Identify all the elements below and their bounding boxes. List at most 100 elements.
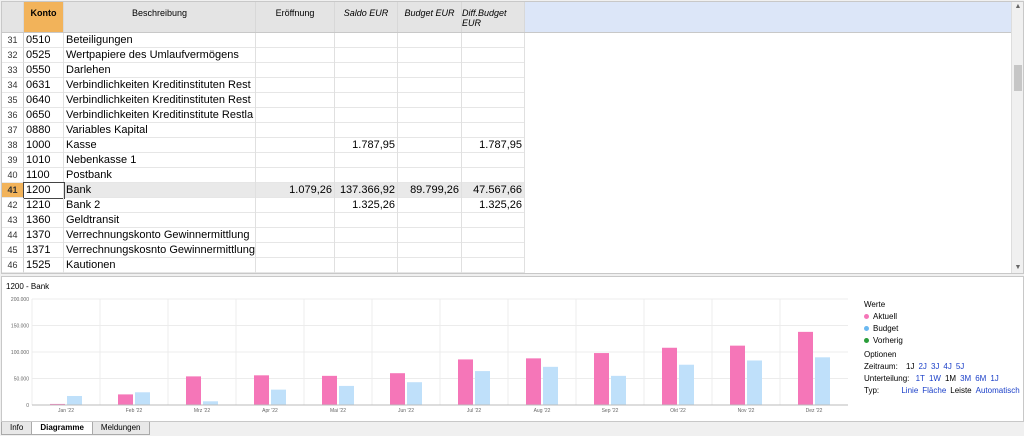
cell-budget[interactable]: 89.799,26 <box>398 183 462 198</box>
cell-budget[interactable] <box>398 153 462 168</box>
cell-budget[interactable] <box>398 138 462 153</box>
row-number[interactable]: 33 <box>2 63 24 78</box>
cell-saldo[interactable]: 1.787,95 <box>335 138 398 153</box>
cell-konto[interactable]: 1525 <box>24 258 64 273</box>
accounts-table[interactable]: Konto Beschreibung Eröffnung Saldo EUR B… <box>1 1 1024 274</box>
cell-besch[interactable]: Verbindlichkeiten Kreditinstituten Rest <box>64 93 256 108</box>
cell-konto[interactable]: 1100 <box>24 168 64 183</box>
cell-saldo[interactable] <box>335 78 398 93</box>
cell-konto[interactable]: 0650 <box>24 108 64 123</box>
option-4j[interactable]: 4J <box>943 362 952 371</box>
table-row[interactable]: 1000 Kasse 1.787,95 1.787,95 <box>24 138 525 153</box>
vertical-scrollbar[interactable]: ▲ ▼ <box>1011 2 1023 273</box>
cell-konto[interactable]: 1010 <box>24 153 64 168</box>
row-number[interactable]: 42 <box>2 198 24 213</box>
table-row[interactable]: 1100 Postbank <box>24 168 525 183</box>
column-header-budget[interactable]: Budget EUR <box>398 2 462 32</box>
row-number[interactable]: 44 <box>2 228 24 243</box>
cell-besch[interactable]: Verbindlichkeiten Kreditinstitute Restla <box>64 108 256 123</box>
bar-budget[interactable] <box>67 395 82 405</box>
scroll-up-icon[interactable]: ▲ <box>1014 3 1022 10</box>
option-1w[interactable]: 1W <box>928 374 941 383</box>
cell-diff[interactable] <box>462 213 525 228</box>
scroll-down-icon[interactable]: ▼ <box>1014 264 1022 271</box>
cell-saldo[interactable] <box>335 63 398 78</box>
cell-konto[interactable]: 1371 <box>24 243 64 258</box>
table-row[interactable]: 1010 Nebenkasse 1 <box>24 153 525 168</box>
cell-erof[interactable] <box>256 258 335 273</box>
bar-aktuell[interactable] <box>798 331 813 405</box>
row-number[interactable]: 39 <box>2 153 24 168</box>
tab-info[interactable]: Info <box>1 422 33 435</box>
column-header-eroeffnung[interactable]: Eröffnung <box>256 2 335 32</box>
cell-erof[interactable] <box>256 108 335 123</box>
cell-besch[interactable]: Verrechnungskosnto Gewinnermittlung <box>66 243 256 258</box>
row-number[interactable]: 31 <box>2 33 24 48</box>
cell-budget[interactable] <box>398 123 462 138</box>
cell-diff[interactable] <box>462 78 525 93</box>
legend-item[interactable]: Budget <box>864 323 1024 335</box>
bar-budget[interactable] <box>815 357 830 405</box>
bar-budget[interactable] <box>747 360 762 405</box>
cell-saldo[interactable] <box>335 168 398 183</box>
cell-konto[interactable]: 1000 <box>24 138 64 153</box>
column-header-diff-budget[interactable]: Diff.Budget EUR <box>462 2 525 32</box>
row-number[interactable]: 40 <box>2 168 24 183</box>
table-row[interactable]: 1371 Verrechnungskosnto Gewinnermittlung <box>24 243 525 258</box>
cell-diff[interactable]: 1.325,26 <box>462 198 525 213</box>
cell-besch[interactable]: Beteiligungen <box>64 33 256 48</box>
cell-diff[interactable]: 47.567,66 <box>462 183 525 198</box>
cell-budget[interactable] <box>398 33 462 48</box>
cell-saldo[interactable] <box>335 48 398 63</box>
bar-aktuell[interactable] <box>458 359 473 405</box>
cell-budget[interactable] <box>398 63 462 78</box>
option-6m[interactable]: 6M <box>975 374 987 383</box>
option-fläche[interactable]: Fläche <box>922 386 947 395</box>
table-row[interactable]: 1525 Kautionen <box>24 258 525 273</box>
cell-diff[interactable] <box>462 153 525 168</box>
table-row[interactable]: 0510 Beteiligungen <box>24 33 525 48</box>
table-row[interactable]: 1360 Geldtransit <box>24 213 525 228</box>
cell-saldo[interactable] <box>335 93 398 108</box>
cell-budget[interactable] <box>398 258 462 273</box>
cell-besch[interactable]: Geldtransit <box>64 213 256 228</box>
cell-diff[interactable] <box>462 48 525 63</box>
cell-besch[interactable]: Postbank <box>64 168 256 183</box>
bar-budget[interactable] <box>135 392 150 405</box>
cell-erof[interactable] <box>256 63 335 78</box>
tab-diagramme[interactable]: Diagramme <box>31 422 93 435</box>
cell-konto[interactable]: 1210 <box>24 198 64 213</box>
cell-erof[interactable] <box>256 93 335 108</box>
tab-meldungen[interactable]: Meldungen <box>91 422 150 435</box>
cell-erof[interactable] <box>256 168 335 183</box>
option-3j[interactable]: 3J <box>930 362 940 371</box>
cell-saldo[interactable] <box>335 108 398 123</box>
table-row[interactable]: 1200 Bank 1.079,26 137.366,92 89.799,26 47.56… <box>23 182 525 199</box>
cell-saldo[interactable] <box>335 213 398 228</box>
bar-aktuell[interactable] <box>662 347 677 405</box>
row-number[interactable]: 37 <box>2 123 24 138</box>
row-number[interactable]: 36 <box>2 108 24 123</box>
cell-saldo[interactable]: 1.325,26 <box>335 198 398 213</box>
cell-budget[interactable] <box>398 198 462 213</box>
cell-budget[interactable] <box>398 93 462 108</box>
cell-erof[interactable] <box>256 123 335 138</box>
cell-saldo[interactable] <box>335 243 398 258</box>
cell-konto[interactable]: 1370 <box>24 228 64 243</box>
row-number[interactable]: 46 <box>2 258 24 273</box>
cell-erof[interactable] <box>256 78 335 93</box>
bar-aktuell[interactable] <box>390 373 405 405</box>
cell-konto[interactable]: 0631 <box>24 78 64 93</box>
option-leiste[interactable]: Leiste <box>950 386 972 395</box>
bar-aktuell[interactable] <box>322 375 337 405</box>
column-header-konto[interactable]: Konto <box>24 2 64 32</box>
bar-budget[interactable] <box>475 371 490 405</box>
option-5j[interactable]: 5J <box>955 362 965 371</box>
cell-saldo[interactable] <box>335 228 398 243</box>
cell-besch[interactable]: Verrechnungskonto Gewinnermittlung <box>64 228 256 243</box>
cell-konto[interactable]: 0510 <box>24 33 64 48</box>
cell-budget[interactable] <box>398 243 462 258</box>
cell-erof[interactable] <box>256 243 335 258</box>
row-number[interactable]: 41 <box>2 183 24 198</box>
cell-konto[interactable]: 1360 <box>24 213 64 228</box>
